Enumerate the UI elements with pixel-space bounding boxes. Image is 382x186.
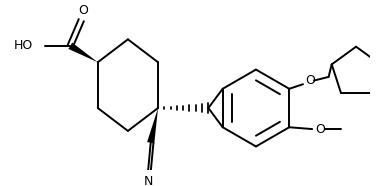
Polygon shape xyxy=(147,108,158,144)
Text: O: O xyxy=(316,123,325,136)
Text: N: N xyxy=(144,175,154,186)
Text: O: O xyxy=(78,4,88,17)
Text: HO: HO xyxy=(13,39,33,52)
Polygon shape xyxy=(68,43,98,62)
Text: O: O xyxy=(305,74,315,87)
